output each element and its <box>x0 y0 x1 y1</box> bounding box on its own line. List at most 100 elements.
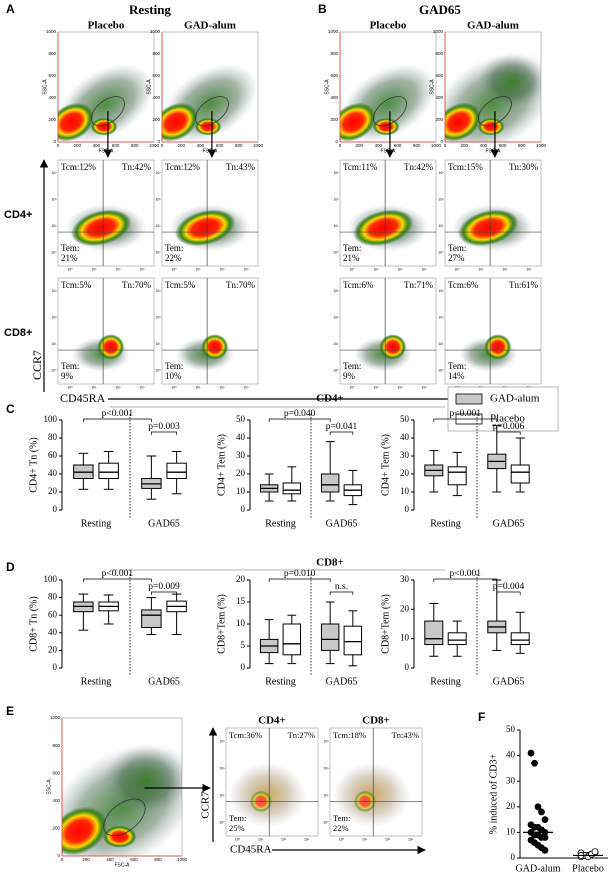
quadrant-label: Tn:30% <box>509 162 538 172</box>
y-tick-label: 10³ <box>438 171 444 175</box>
density-hot <box>97 334 125 360</box>
gate <box>194 96 229 127</box>
density-hot <box>71 209 132 247</box>
y-tick-label: 10² <box>219 766 225 770</box>
y-tick-label: 20 <box>236 468 246 478</box>
y-tick-label: 80 <box>48 592 58 602</box>
quadrant-label: Tcm:18% <box>333 730 366 740</box>
y-axis-label: CD8+Tem (%) <box>216 594 227 654</box>
quadrant-label: Tcm:5% <box>165 280 196 290</box>
y-axis-label: CD8+ Tn (%) <box>28 596 39 651</box>
x-tick-label: 0 <box>61 857 64 862</box>
panel-title: Resting <box>129 2 171 17</box>
x-axis-label: FSC-A <box>115 862 131 868</box>
y-tick-label: 10³ <box>51 289 57 293</box>
quadrant-label: Tem: <box>333 813 350 823</box>
comparison-label: p=0.003 <box>148 422 180 432</box>
comparison-label: p=0.041 <box>326 422 358 432</box>
x-tick-label: 800 <box>518 143 526 148</box>
x-tick-label: 10³ <box>139 385 145 389</box>
point <box>541 816 549 823</box>
panel-label: E <box>6 704 14 718</box>
y-tick-label: 0 <box>440 139 443 144</box>
x-tick-label: Resting <box>265 676 296 687</box>
comparison-bracket <box>83 578 152 582</box>
quadrant-label: Tem: <box>448 361 466 371</box>
y-axis-label: SSC-A <box>429 79 435 95</box>
quadrant-label: 22% <box>333 823 349 833</box>
quadrant-label: Tem: <box>165 243 183 253</box>
plot-area <box>459 334 517 372</box>
y-tick-label: 400 <box>330 95 338 100</box>
plot-area <box>176 334 234 372</box>
x-tick-label: 10⁰ <box>349 385 355 389</box>
x-tick-label: 10⁰ <box>454 267 460 271</box>
x-tick-label: 1000 <box>177 857 188 862</box>
y-tick-label: 800 <box>330 51 338 56</box>
x-tick-label: 10⁰ <box>339 837 345 841</box>
y-tick-label: 600 <box>52 770 60 775</box>
quadrant-label: Tem: <box>343 243 361 253</box>
y-tick-label: 10¹ <box>51 342 57 346</box>
legend-swatch <box>455 393 483 405</box>
x-tick-label: 400 <box>197 143 205 148</box>
y-axis-label: CD4+ Tem (%) <box>216 434 227 496</box>
y-axis-label: CD4+ Tem (%) <box>380 434 391 496</box>
plot-area <box>332 762 411 828</box>
x-tick-label: 1000 <box>149 143 160 148</box>
quadrant-label: Tcm:36% <box>229 730 262 740</box>
y-tick-label: 10⁰ <box>155 369 161 373</box>
panel-label: C <box>6 402 15 416</box>
axis-title: CCR7 <box>200 791 212 819</box>
y-tick-label: 800 <box>48 51 56 56</box>
y-tick-label: 30 <box>506 775 516 785</box>
x-tick-label: GAD-alum <box>516 863 561 874</box>
y-tick-label: 15 <box>236 596 246 606</box>
x-tick-label: 0 <box>161 143 164 148</box>
x-tick-label: 10¹ <box>373 267 379 271</box>
box <box>166 462 187 480</box>
comparison-label: p=0.006 <box>493 422 525 432</box>
x-tick-label: 10² <box>219 267 225 271</box>
column-title: GAD-alum <box>467 20 519 32</box>
x-tick-label: Resting <box>81 518 112 529</box>
y-tick-label: 1000 <box>50 715 61 720</box>
y-tick-label: 10³ <box>323 739 329 743</box>
y-tick-label: 10³ <box>438 289 444 293</box>
x-tick-label: 10¹ <box>258 837 264 841</box>
y-tick-label: 40 <box>48 468 58 478</box>
y-tick-label: 10¹ <box>438 342 444 346</box>
x-tick-label: 400 <box>106 857 114 862</box>
row-label: CD4+ <box>4 209 32 221</box>
x-tick-label: 600 <box>394 143 402 148</box>
y-tick-label: 10¹ <box>219 793 225 797</box>
panel-label: F <box>478 710 485 724</box>
y-tick-label: 10² <box>438 316 444 320</box>
y-tick-label: 50 <box>236 414 246 424</box>
plot-area <box>62 743 182 856</box>
x-tick-label: GAD65 <box>493 518 525 529</box>
box <box>510 632 530 646</box>
y-tick-label: 10¹ <box>333 224 339 228</box>
x-tick-label: Resting <box>430 518 461 529</box>
y-axis-label: SSC-A <box>324 79 330 95</box>
y-tick-label: 10² <box>438 198 444 202</box>
y-tick-label: 10 <box>400 486 410 496</box>
gate <box>477 96 512 127</box>
y-tick-label: 10³ <box>51 171 57 175</box>
quadrant-label: Tn:71% <box>404 280 433 290</box>
quadrant-label: 27% <box>448 253 465 263</box>
section-title: CD8+ <box>316 557 344 569</box>
x-tick-label: 10⁰ <box>349 267 355 271</box>
y-tick-label: 10⁰ <box>438 251 444 255</box>
box <box>510 464 530 484</box>
point <box>591 848 599 855</box>
y-tick-label: 10³ <box>155 171 161 175</box>
y-tick-label: 10⁰ <box>219 820 225 824</box>
gate <box>372 96 407 127</box>
x-tick-label: 600 <box>112 143 120 148</box>
comparison-bracket <box>268 578 331 582</box>
axis-title: CD45RA <box>230 844 272 856</box>
y-tick-label: 10⁰ <box>51 251 57 255</box>
comparison-label: p=0.010 <box>284 569 316 579</box>
